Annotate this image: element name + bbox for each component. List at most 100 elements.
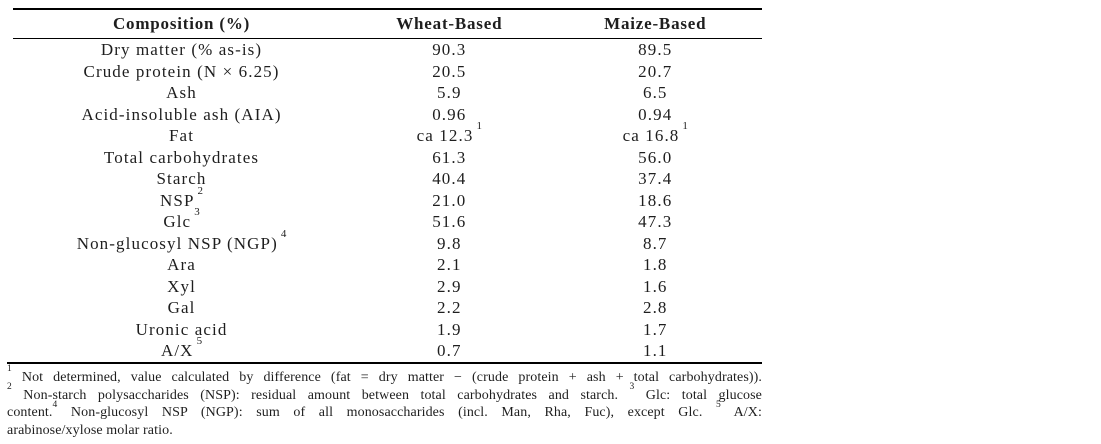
footnote-marker: 3 [629,381,635,392]
maize-based-value-text: ca 16.8 [622,126,680,145]
wheat-based-value-text: ca 12.3 [416,126,474,145]
wheat-based-value: 61.3 [350,147,548,169]
wheat-based-value: 2.1 [350,254,548,276]
wheat-based-value-text: 9.8 [437,233,462,253]
wheat-based-value-text: 0.7 [437,341,462,360]
row-label-text: A/X [160,341,194,360]
table-footnotes: 1 Not determined, value calculated by di… [7,365,762,439]
row-label-text: Glc [163,212,192,231]
maize-based-value: ca 16.8 1 [549,121,762,147]
wheat-based-value: 5.9 [350,82,548,104]
table-row: NSP 2 21.0 18.6 [13,185,762,212]
maize-based-value: 89.5 [549,39,762,61]
wheat-based-value-text: 1.9 [437,319,462,339]
row-label-text: Non-glucosyl NSP (NGP) [76,233,278,253]
row-label-text: Gal [167,298,196,317]
table-row: Dry matter (% as-is) 90.3 89.5 [13,39,762,61]
footnote-marker: 4 [52,399,58,410]
wheat-based-value-text: 5.9 [437,83,462,102]
maize-based-value: 0.94 [549,104,762,126]
row-label-text: Ash [166,83,197,102]
maize-based-value: 6.5 [549,82,762,104]
table-header-rule [13,38,762,39]
row-label: NSP 2 [13,185,350,212]
table-row: Glc 3 51.6 47.3 [13,207,762,233]
table-row: Xyl 2.9 1.6 [13,276,762,298]
column-header-maize-based: Maize-Based [604,14,707,33]
maize-based-value-text: 18.6 [638,190,673,210]
composition-table: Composition (%) Wheat-Based Maize-Based … [13,8,762,362]
table-row: Crude protein (N × 6.25) 20.5 20.7 [13,61,762,83]
row-label: Dry matter (% as-is) [13,39,350,61]
footnote-ref: 2 [197,184,204,197]
wheat-based-value-text: 2.2 [437,298,462,317]
row-label: Gal [13,297,350,319]
row-label-text: Acid-insoluble ash (AIA) [81,104,282,124]
table-row: Starch 40.4 37.4 [13,168,762,190]
row-label: Total carbohydrates [13,147,350,169]
maize-based-value: 47.3 [549,211,762,233]
footnote-marker: 2 [7,381,12,392]
table-row: Total carbohydrates 61.3 56.0 [13,147,762,169]
footnote-ref: 5 [196,335,203,348]
row-label: Fat [13,125,350,147]
footnote-marker: 1 [7,364,12,375]
footnote-line: 2 Non-starch polysaccharides (NSP): resi… [7,381,762,403]
footnote-ref: 3 [194,206,200,219]
table-row: Ara 2.1 1.8 [13,254,762,276]
row-label-text: Uronic acid [135,319,228,339]
wheat-based-value: 20.5 [350,61,548,83]
row-label-text: Total carbohydrates [103,147,260,167]
maize-based-value: 1.6 [549,276,762,298]
row-label-text: Fat [169,126,195,145]
wheat-based-value-text: 61.3 [432,147,467,167]
footnote-ref: 1 [476,120,482,133]
maize-based-value-text: 8.7 [642,233,668,253]
footnote-ref: 4 [280,227,287,240]
row-label: Crude protein (N × 6.25) [13,61,350,83]
table-row: Gal 2.2 2.8 [13,297,762,319]
wheat-based-value-text: 2.9 [437,276,462,296]
maize-based-value: 1.1 [549,340,762,362]
maize-based-value-text: 1.1 [642,341,668,360]
wheat-based-value-text: 21.0 [432,190,467,210]
row-label-text: Starch [156,169,207,188]
maize-based-value: 8.7 [549,233,762,255]
column-header-composition: Composition (%) [112,14,251,33]
wheat-based-value-text: 40.4 [432,169,467,188]
maize-based-value-text: 37.4 [638,169,673,188]
row-label: Non-glucosyl NSP (NGP) 4 [13,228,350,255]
maize-based-value-text: 0.94 [638,104,673,124]
table-top-rule [13,8,762,10]
row-label: Starch [13,168,350,190]
column-header-wheat-based: Wheat-Based [396,14,503,33]
wheat-based-value: 0.7 [350,340,548,362]
wheat-based-value: 9.8 [350,233,548,255]
table-row: Fat ca 12.3 1 ca 16.8 1 [13,121,762,147]
wheat-based-value-text: 2.1 [437,255,462,274]
row-label: Xyl [13,276,350,298]
wheat-based-value-text: 90.3 [432,40,467,59]
wheat-based-value: 2.2 [350,297,548,319]
wheat-based-value-text: 0.96 [432,104,467,124]
maize-based-value: 1.7 [549,319,762,341]
table-row: A/X 5 0.7 1.1 [13,336,762,362]
maize-based-value-text: 2.8 [642,298,668,317]
table-row: Acid-insoluble ash (AIA) 0.96 0.94 [13,104,762,126]
row-label: Ash [13,82,350,104]
wheat-based-value: 1.9 [350,319,548,341]
maize-based-value-text: 56.0 [638,147,673,167]
row-label: Glc 3 [13,207,350,233]
footnote-line: content.4 Non-glucosyl NSP (NGP): sum of… [7,399,762,421]
maize-based-value-text: 89.5 [638,40,673,59]
maize-based-value-text: 1.7 [642,319,668,339]
table-row: Ash 5.9 6.5 [13,82,762,104]
maize-based-value: 18.6 [549,190,762,212]
wheat-based-value-text: 20.5 [432,61,467,81]
table-header-row: Composition (%) Wheat-Based Maize-Based [13,10,762,38]
row-label: Acid-insoluble ash (AIA) [13,104,350,126]
row-label-text: NSP [160,190,195,210]
maize-based-value-text: 1.8 [642,255,668,274]
maize-based-value-text: 6.5 [642,83,668,102]
